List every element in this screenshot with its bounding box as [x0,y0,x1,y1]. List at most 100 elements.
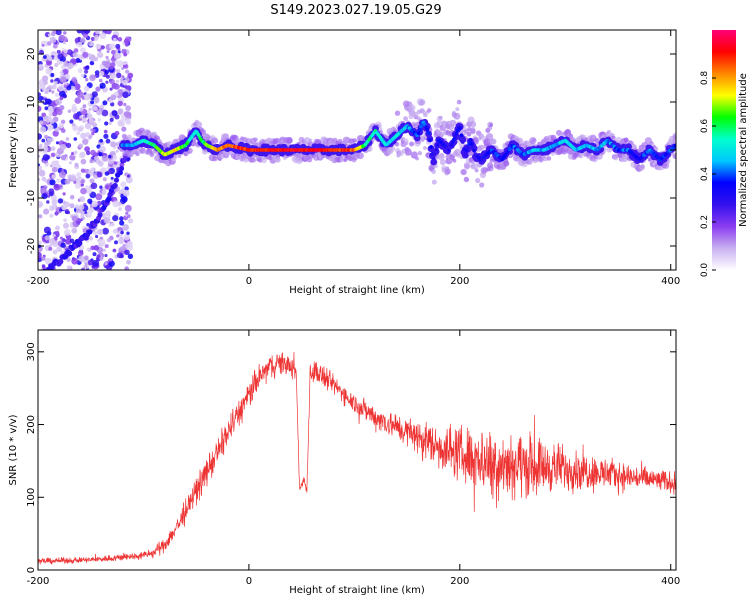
spectrogram-noise-point [111,49,116,55]
spectrogram-noise-point [89,159,94,164]
spectrogram-ridge-point [425,127,430,132]
spectrogram-noise-point [93,230,98,236]
spectrogram-noise-point [59,90,66,98]
spectrogram-halo-point [415,156,419,161]
spectrogram-halo-point [491,140,497,145]
spectrogram-noise-point [73,180,77,184]
spectrogram-noise-point [59,143,66,151]
spectrogram-ridge-point [459,133,464,137]
spectrogram-noise-point [103,216,111,224]
spectrogram-halo-point [420,137,425,143]
spectrogram-noise-point [77,175,82,181]
spectrogram-noise-point [120,77,124,82]
spectrogram-ridge-point [463,152,468,156]
spectrogram-noise-point [124,197,127,201]
spectrogram-halo-point [439,131,445,137]
spectrogram-halo-point [556,129,562,136]
spectrogram-noise-point [127,218,134,224]
spectrogram-ridge-point [469,142,474,146]
spectrogram-noise-point [114,52,121,60]
spectrogram-noise-point [98,152,103,157]
spectrogram-noise-point [127,214,131,219]
spectrogram-noise-point [89,178,95,184]
x-tick-label: 200 [450,276,469,287]
spectrogram-noise-point [83,85,90,92]
spectrogram-noise-point [74,150,78,154]
spectrogram-halo-point [308,138,313,143]
spectrogram-noise-point [105,55,109,60]
spectrogram-noise-point [61,204,67,211]
colorbar-tick-label: 0.2 [700,215,710,229]
spectrogram-noise-point [90,167,95,172]
spectrogram-noise-point [75,165,79,170]
spectrogram-trace-point [112,182,118,189]
spectrogram-trace-point [97,212,103,218]
spectrogram-noise-point [101,189,106,194]
spectrogram-noise-point [71,152,74,156]
spectrogram-noise-point [38,63,43,68]
spectrogram-halo-point [574,152,579,157]
spectrogram-noise-point [115,43,121,49]
spectrogram-noise-point [46,124,54,131]
spectrogram-noise-point [110,179,115,184]
spectrogram-noise-point [126,156,131,162]
spectrogram-noise-point [65,137,70,141]
spectrogram-halo-point [352,138,357,143]
spectrogram-noise-point [95,257,100,261]
y-tick-label: -10 [26,190,37,206]
spectrogram-noise-point [87,198,93,204]
spectrogram-noise-point [41,138,46,143]
spectrogram-x-axis-label: Height of straight line (km) [289,285,425,296]
snr-plot-area [38,351,676,565]
spectrogram-noise-point [55,225,60,231]
spectrogram-noise-point [111,73,117,79]
spectrogram-noise-point [122,224,129,231]
spectrogram-noise-point [72,125,79,131]
spectrogram-noise-point [108,258,113,262]
spectrogram-noise-point [110,56,116,62]
spectrogram-noise-point [80,47,86,53]
spectrogram-noise-point [110,141,117,148]
spectrogram-noise-point [69,119,74,124]
spectrogram-noise-point [47,105,54,113]
spectrogram-noise-point [100,45,105,50]
spectrogram-panel: -200 0 200 400 20 10 0 -10 -20 Height of straig… [8,29,680,296]
spectrogram-trace-point [113,177,120,183]
spectrogram-ridge-point [466,145,470,150]
spectrogram-noise-point [66,257,71,263]
spectrogram-halo-point [474,168,479,173]
spectrogram-noise-point [63,53,68,58]
spectrogram-noise-point [59,96,64,101]
spectrogram-noise-point [81,117,87,124]
spectrogram-noise-point [113,37,117,42]
spectrogram-noise-point [46,59,53,66]
spectrogram-noise-point [51,166,58,173]
spectrogram-noise-point [101,155,109,162]
spectrogram-ridge-point [450,140,455,145]
spectrogram-noise-point [94,37,98,41]
y-tick-label: 20 [26,48,37,61]
spectrogram-halo-point [640,164,645,169]
spectrogram-noise-point [64,81,68,85]
spectrogram-noise-point [98,78,103,83]
spectrogram-halo-point [431,169,437,175]
spectrogram-halo-point [422,146,427,150]
spectrogram-noise-point [99,138,103,143]
spectrogram-ridge-point [434,147,439,152]
spectrogram-noise-point [104,121,109,126]
spectrogram-noise-point [69,203,75,209]
spectrogram-noise-point [49,213,54,218]
spectrogram-halo-point [455,107,460,112]
spectrogram-noise-point [87,53,92,57]
spectrogram-noise-point [122,61,127,65]
spectrogram-halo-point [546,156,552,161]
snr-panel: -200 0 200 400 0 100 200 300 Height of straigh… [8,329,680,596]
spectrogram-noise-point [66,265,72,270]
spectrogram-halo-point [469,121,477,128]
spectrogram-noise-point [62,192,66,196]
spectrogram-noise-point [43,208,50,215]
spectrogram-noise-point [102,248,106,252]
spectrogram-noise-point [54,62,59,68]
x-tick-label: 400 [661,576,680,587]
spectrogram-noise-point [94,96,100,102]
